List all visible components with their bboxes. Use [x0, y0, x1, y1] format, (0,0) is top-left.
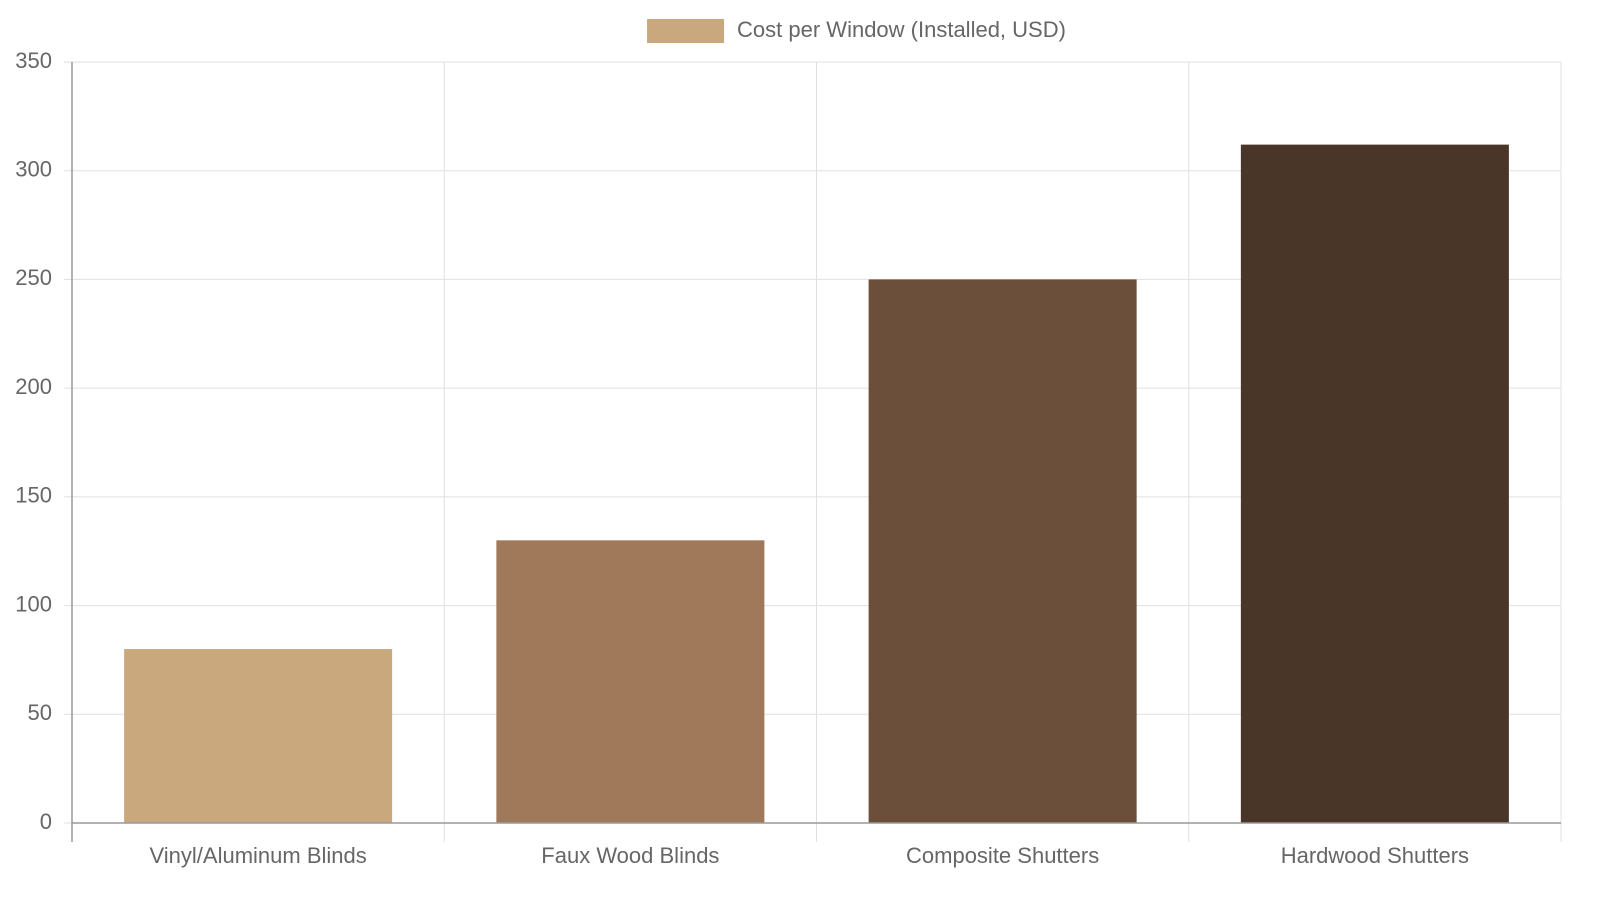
x-tick-label: Hardwood Shutters — [1281, 843, 1469, 868]
y-tick-label: 50 — [28, 700, 52, 725]
x-tick-label: Composite Shutters — [906, 843, 1099, 868]
legend-label: Cost per Window (Installed, USD) — [737, 17, 1066, 42]
bar — [124, 649, 393, 823]
bar — [868, 279, 1137, 823]
x-tick-label: Vinyl/Aluminum Blinds — [150, 843, 367, 868]
legend-item: Cost per Window (Installed, USD) — [647, 17, 1066, 43]
y-tick-label: 350 — [15, 48, 52, 73]
y-tick-label: 250 — [15, 265, 52, 290]
y-tick-label: 100 — [15, 591, 52, 616]
x-tick-label: Faux Wood Blinds — [541, 843, 719, 868]
bar — [496, 540, 765, 823]
y-tick-label: 0 — [40, 809, 52, 834]
y-tick-label: 300 — [15, 157, 52, 182]
y-tick-label: 200 — [15, 374, 52, 399]
y-tick-label: 150 — [15, 483, 52, 508]
legend-swatch — [647, 19, 725, 43]
bar — [1240, 144, 1509, 823]
